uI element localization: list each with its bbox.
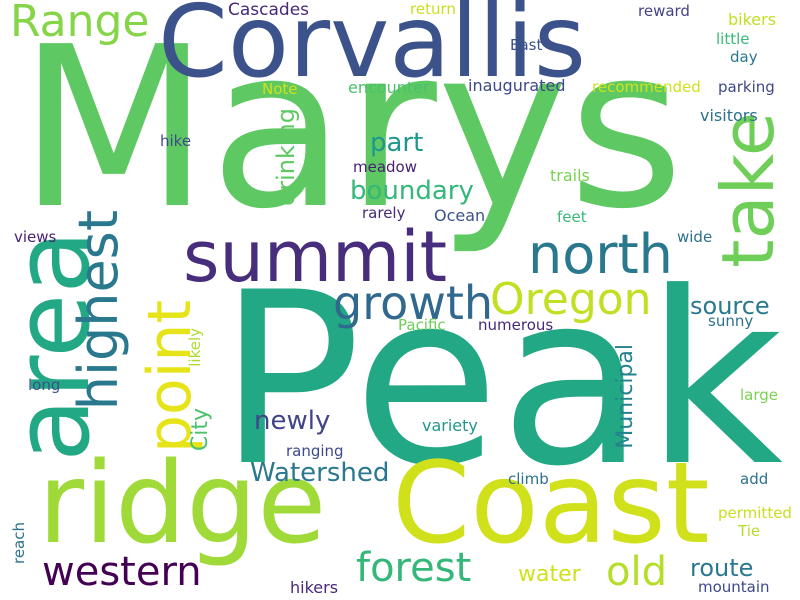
- word-oregon: Oregon: [490, 274, 652, 325]
- word-sunny: sunny: [708, 312, 754, 330]
- word-newly: newly: [254, 406, 331, 436]
- word-ranging: ranging: [286, 442, 344, 460]
- word-water: water: [518, 562, 581, 587]
- word-long: long: [28, 376, 61, 394]
- word-tie: Tie: [738, 522, 761, 540]
- word-hike: hike: [160, 132, 192, 150]
- word-municipal: Municipal: [613, 344, 638, 449]
- word-drinking: drinking: [272, 108, 300, 206]
- word-visitors: visitors: [700, 106, 758, 125]
- word-marys: Marys: [18, 0, 684, 258]
- word-part: part: [370, 128, 424, 158]
- word-permitted: permitted: [718, 504, 792, 522]
- word-hikers: hikers: [290, 578, 339, 597]
- word-climb: climb: [508, 470, 549, 488]
- word-watershed: Watershed: [250, 458, 390, 488]
- word-forest: forest: [356, 545, 472, 591]
- word-numerous: numerous: [478, 316, 554, 334]
- word-wide: wide: [677, 228, 713, 246]
- word-return: return: [410, 0, 456, 18]
- word-highest: highest: [67, 210, 130, 411]
- word-route: route: [690, 554, 754, 582]
- word-corvallis: Corvallis: [158, 0, 587, 100]
- word-peak: Peak: [218, 242, 784, 519]
- word-views: views: [14, 228, 57, 246]
- word-note: Note: [262, 80, 298, 98]
- word-reach: reach: [10, 522, 28, 565]
- word-reward: reward: [638, 2, 690, 20]
- word-encounter: encounter: [348, 78, 430, 97]
- word-meadow: meadow: [353, 158, 417, 176]
- word-take: take: [706, 112, 790, 268]
- word-feet: feet: [557, 208, 587, 226]
- word-pacific: Pacific: [398, 316, 446, 334]
- word-cascades: Cascades: [228, 0, 310, 20]
- word-east: East: [510, 36, 543, 54]
- word-boundary: boundary: [350, 176, 474, 206]
- word-likely: likely: [186, 328, 204, 367]
- word-bikers: bikers: [728, 10, 777, 29]
- word-western: western: [42, 549, 202, 595]
- word-old: old: [606, 549, 667, 595]
- word-ocean: Ocean: [434, 206, 486, 225]
- word-range: Range: [10, 0, 150, 47]
- word-recommended: recommended: [592, 78, 701, 96]
- word-city: City: [188, 408, 213, 452]
- word-growth: growth: [333, 276, 494, 330]
- word-inaugurated: inaugurated: [468, 76, 566, 95]
- word-parking: parking: [718, 78, 775, 96]
- word-mountain: mountain: [698, 578, 770, 596]
- word-source: source: [690, 292, 770, 320]
- word-day: day: [730, 48, 758, 66]
- word-variety: variety: [422, 416, 478, 435]
- word-add: add: [740, 470, 769, 488]
- word-rarely: rarely: [362, 204, 406, 222]
- word-trails: trails: [550, 166, 590, 185]
- word-large: large: [740, 386, 779, 404]
- word-summit: summit: [183, 216, 448, 298]
- word-ridge: ridge: [38, 439, 327, 569]
- word-little: little: [716, 30, 750, 48]
- word-north: north: [528, 223, 673, 286]
- word-coast: Coast: [392, 439, 710, 569]
